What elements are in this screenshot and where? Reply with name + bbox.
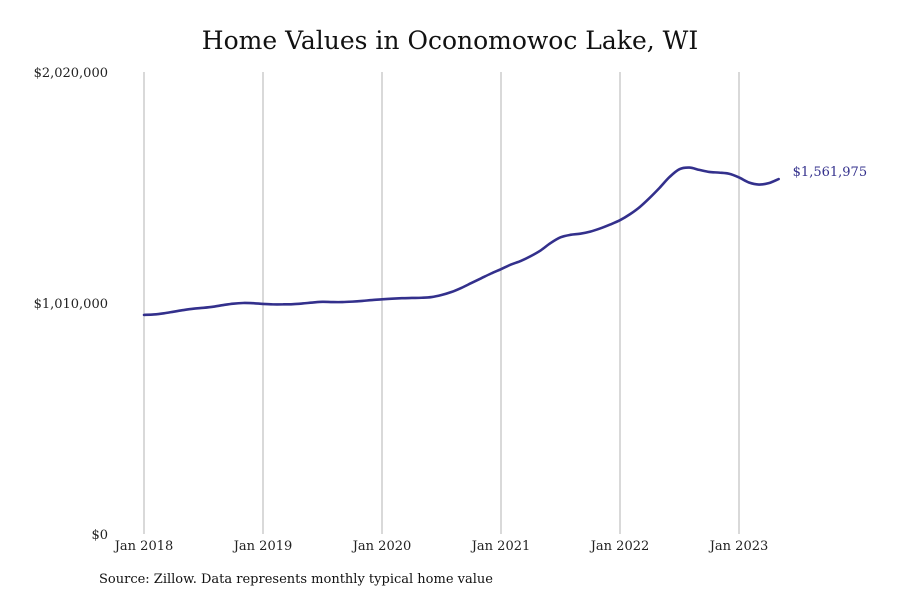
y-tick-label: $0	[91, 528, 108, 543]
x-tick-label: Jan 2023	[708, 539, 769, 554]
last-value-label: $1,561,975	[793, 165, 867, 180]
x-tick-label: Jan 2020	[351, 539, 412, 554]
y-tick-label: $1,010,000	[34, 297, 108, 312]
x-tick-label: Jan 2022	[589, 539, 650, 554]
x-axis-ticks: Jan 2018 Jan 2019 Jan 2020 Jan 2021 Jan 2022…	[113, 539, 769, 554]
x-tick-label: Jan 2018	[113, 539, 174, 554]
chart-title: Home Values in Oconomowoc Lake, WI	[201, 26, 699, 55]
y-tick-label: $2,020,000	[34, 66, 108, 81]
x-tick-label: Jan 2019	[232, 539, 293, 554]
x-tick-label: Jan 2021	[470, 539, 531, 554]
home-value-series-line	[142, 166, 780, 317]
y-axis-ticks: $0 $1,010,000 $2,020,000	[34, 66, 108, 543]
source-note: Source: Zillow. Data represents monthly …	[99, 572, 493, 587]
